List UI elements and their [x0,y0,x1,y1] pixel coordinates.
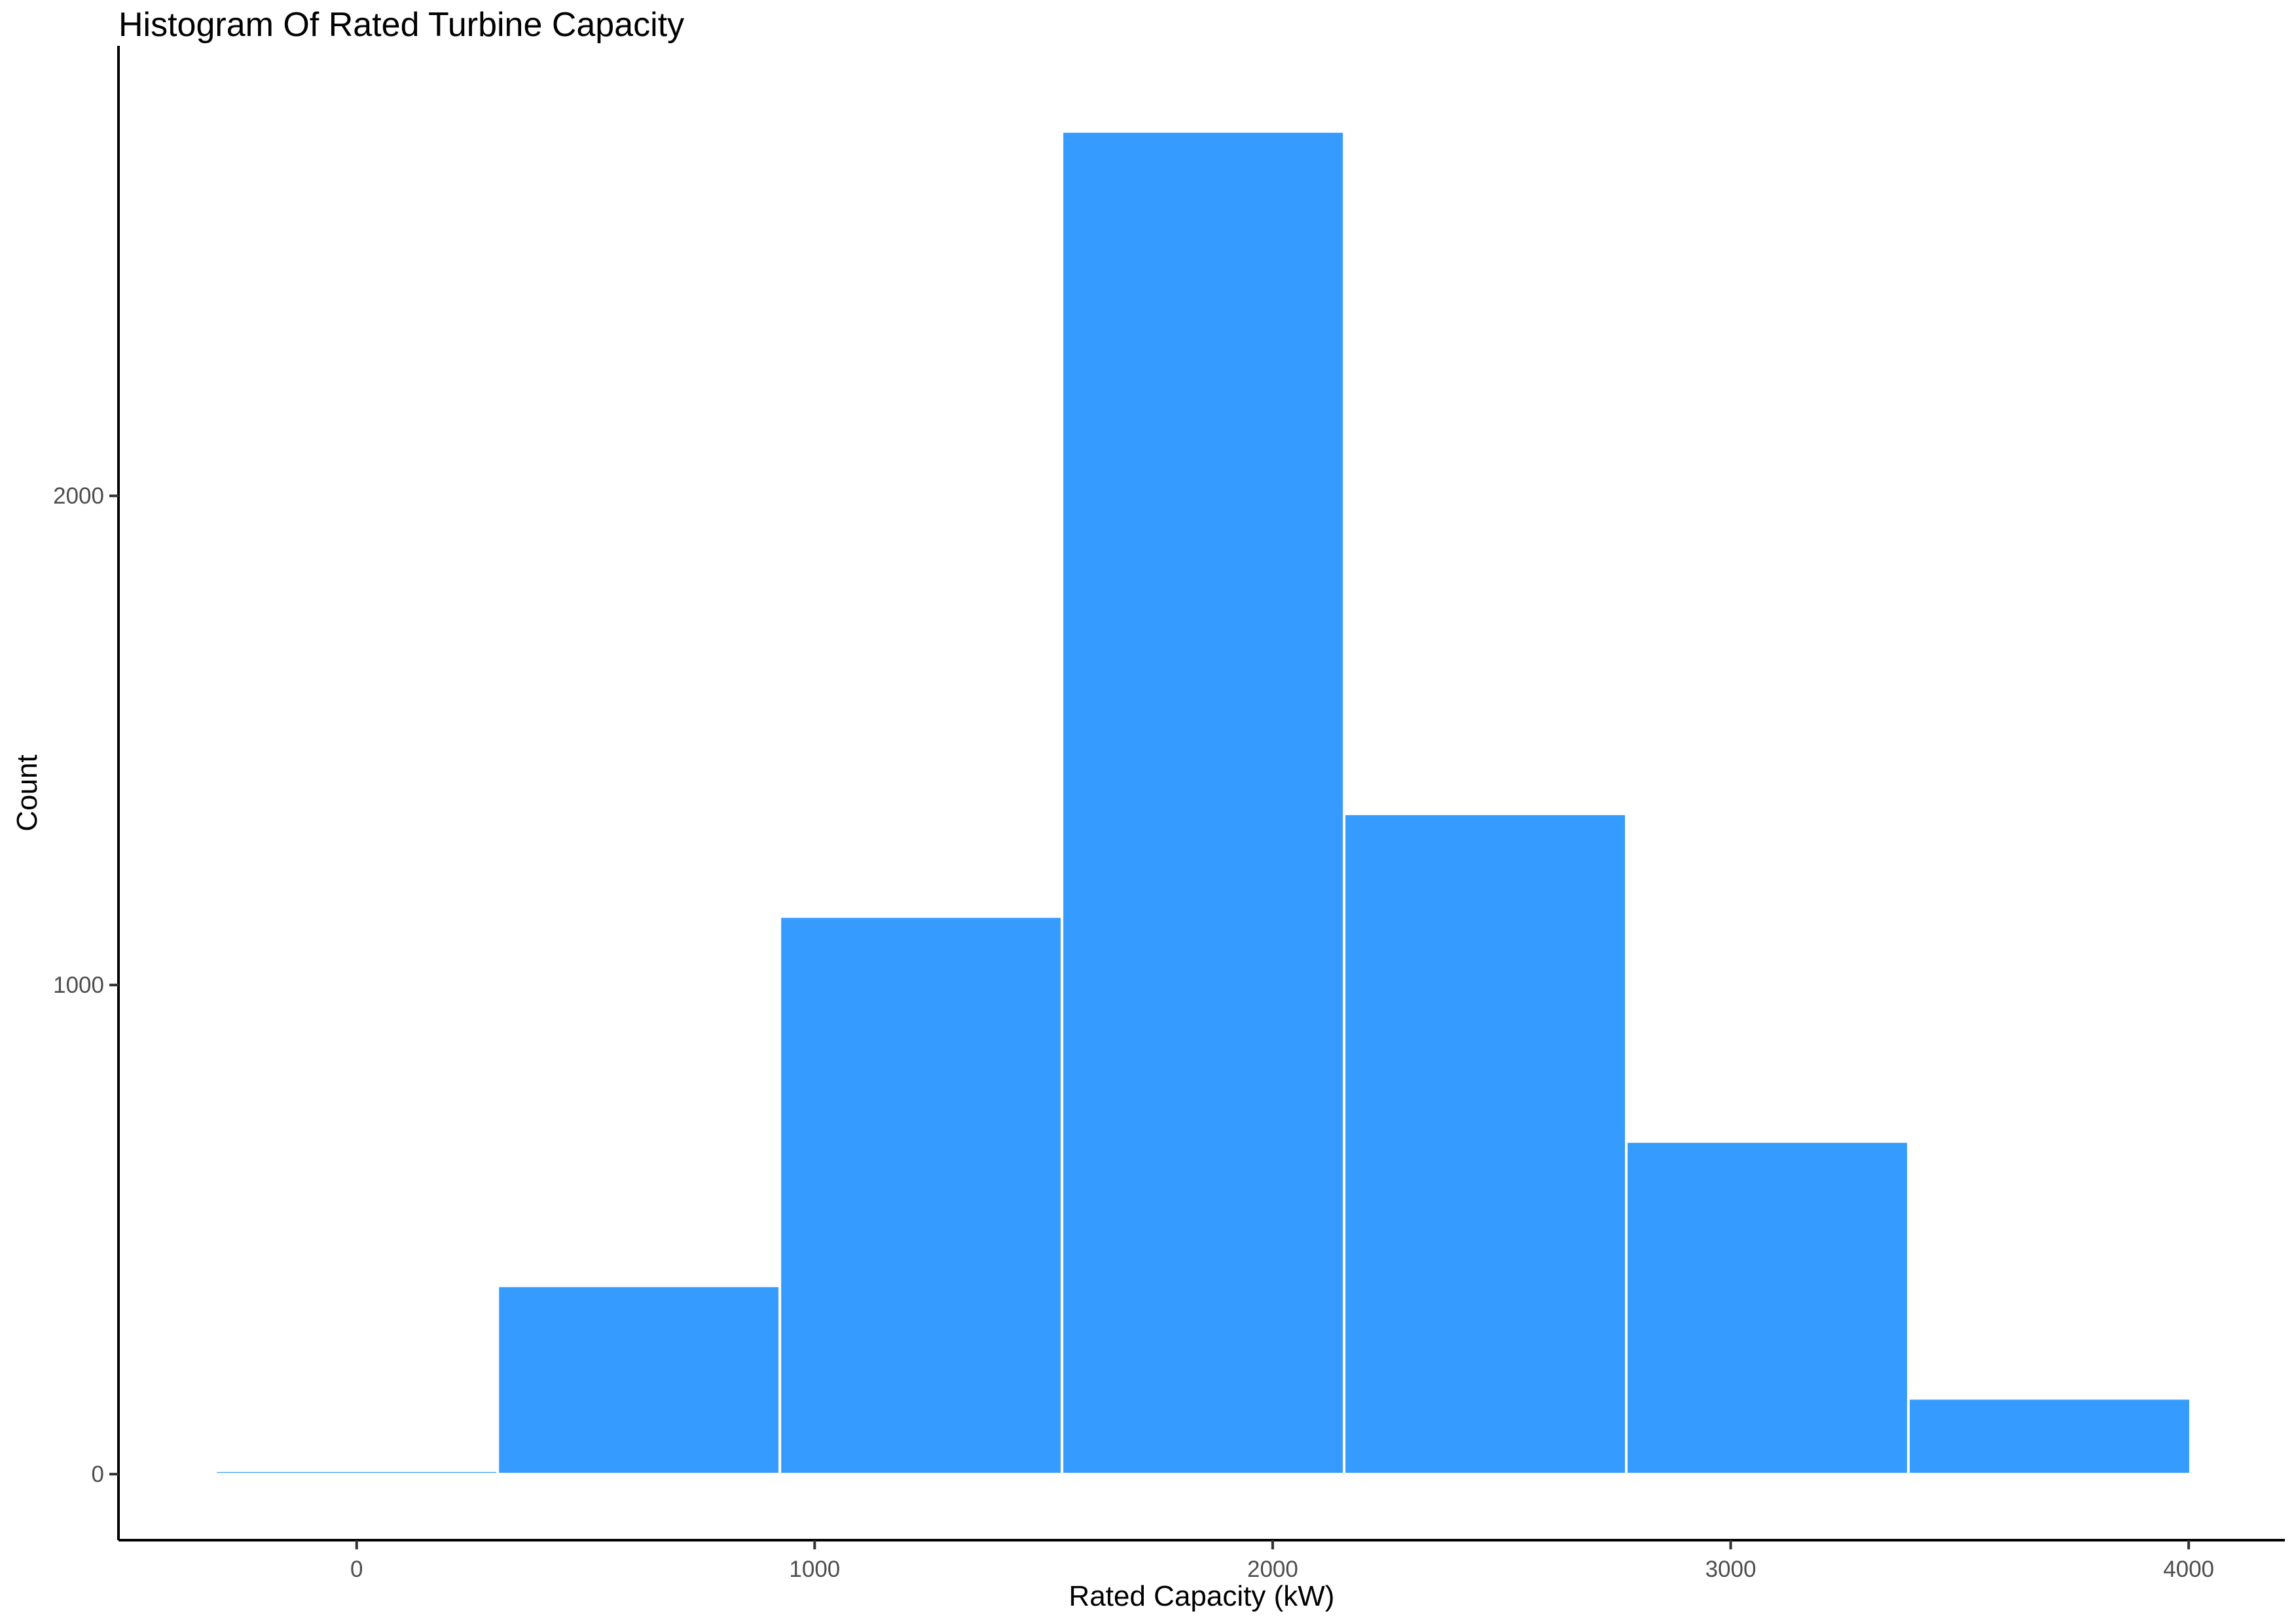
y-tick-label-2000: 2000 [53,483,104,509]
histogram-bar-4 [1061,130,1346,1476]
y-tick-label-1000: 1000 [53,972,104,998]
y-axis-label: Count [11,754,43,831]
histogram-bar-7 [1906,1397,2192,1476]
y-tick-label-0: 0 [92,1462,104,1487]
histogram-bar-6 [1625,1140,1910,1476]
x-tick-label-1000: 1000 [789,1557,840,1582]
histogram-bar-1 [214,1469,500,1476]
chart-title: Histogram Of Rated Turbine Capacity [118,6,685,44]
x-axis-label: Rated Capacity (kW) [1069,1580,1335,1612]
histogram-bar-2 [496,1284,782,1476]
histogram-bar-3 [778,915,1064,1476]
x-tick-label-3000: 3000 [1705,1557,1757,1582]
x-tick-label-4000: 4000 [2163,1557,2214,1582]
bars-layer [214,130,2192,1476]
x-tick-label-2000: 2000 [1247,1557,1298,1582]
x-axis-ticks: 0 1000 2000 3000 4000 [350,1540,2214,1582]
x-tick-label-0: 0 [350,1557,363,1582]
histogram-bar-5 [1343,812,1628,1476]
y-axis-ticks: 0 1000 2000 [53,483,118,1487]
